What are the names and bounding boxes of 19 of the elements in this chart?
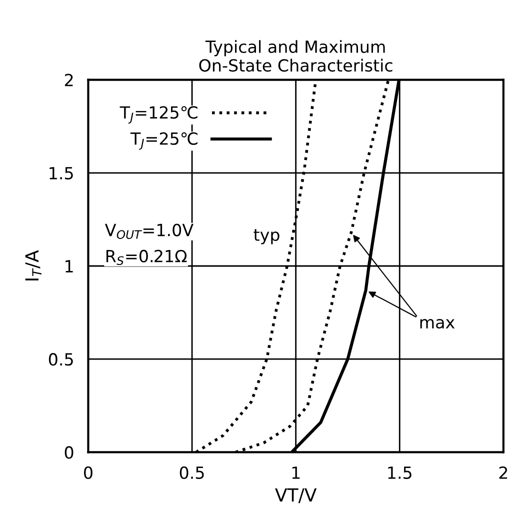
x-axis-title: VT/V [275,488,317,504]
x-tick-label: 1.5 [388,466,412,479]
x-tick-label: 0.5 [180,466,204,479]
chart-title: Typical and Maximum On-State Characteristic [199,40,392,72]
x-tick-label: 1 [292,466,300,479]
y-axis-title: I$_{T}$/A [25,250,42,280]
x-tick-label: 0 [84,466,92,479]
y-tick-label: 2 [64,74,73,86]
annotation: typ [254,229,280,244]
annotation: max [420,318,455,329]
annotation: R$_{S}$=0.21Ω [106,250,187,266]
y-tick-label: 0 [64,446,74,459]
annotation: V$_{OUT}$=1.0V [104,224,194,239]
y-tick-label: 1 [66,260,73,272]
legend-label: T$_{J}$=125℃ [120,106,198,124]
y-tick-label: 1.5 [50,167,73,180]
legend-label: T$_{J}$=25℃ [130,132,198,150]
x-tick-label: 2 [499,466,508,479]
y-tick-label: 0.5 [48,353,73,366]
